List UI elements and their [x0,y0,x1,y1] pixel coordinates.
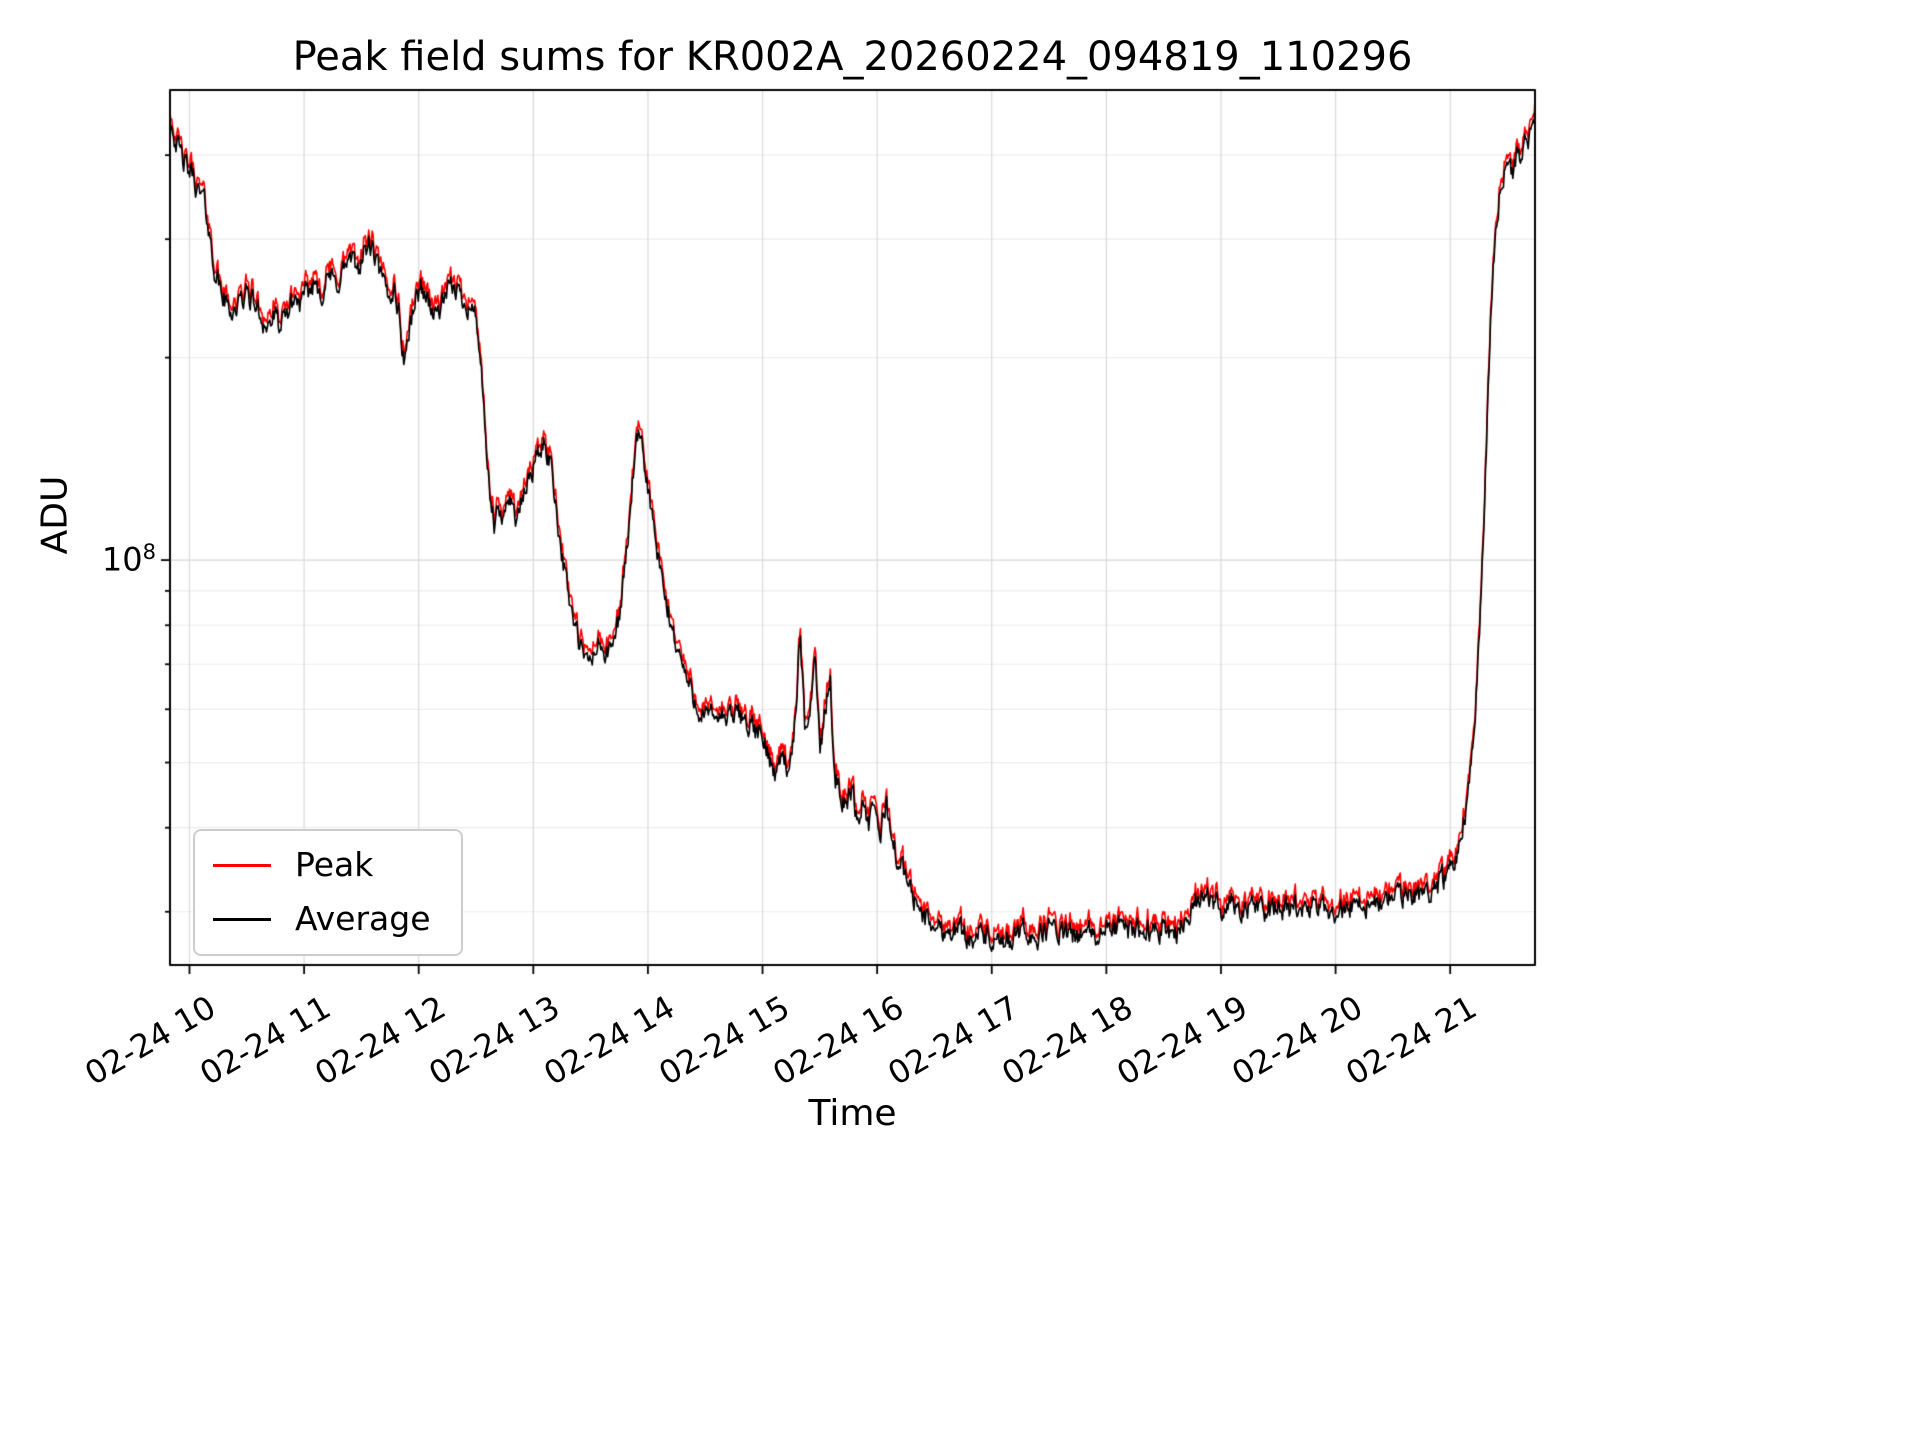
legend-line-sample [213,863,271,867]
legend-entry: Peak [213,845,431,884]
x-axis-label: Time [808,1093,897,1134]
chart-title: Peak field sums for KR002A_20260224_0948… [292,34,1413,80]
legend-entry-label: Average [295,899,431,939]
legend: Peak Average [193,829,463,956]
legend-entry-label: Peak [295,845,374,884]
legend-line-sample [213,917,271,921]
legend-entry: Average [213,899,431,939]
y-tick-label: 108 [0,540,156,579]
y-tick-base: 10 [101,540,143,579]
y-tick-exponent: 8 [142,540,156,564]
